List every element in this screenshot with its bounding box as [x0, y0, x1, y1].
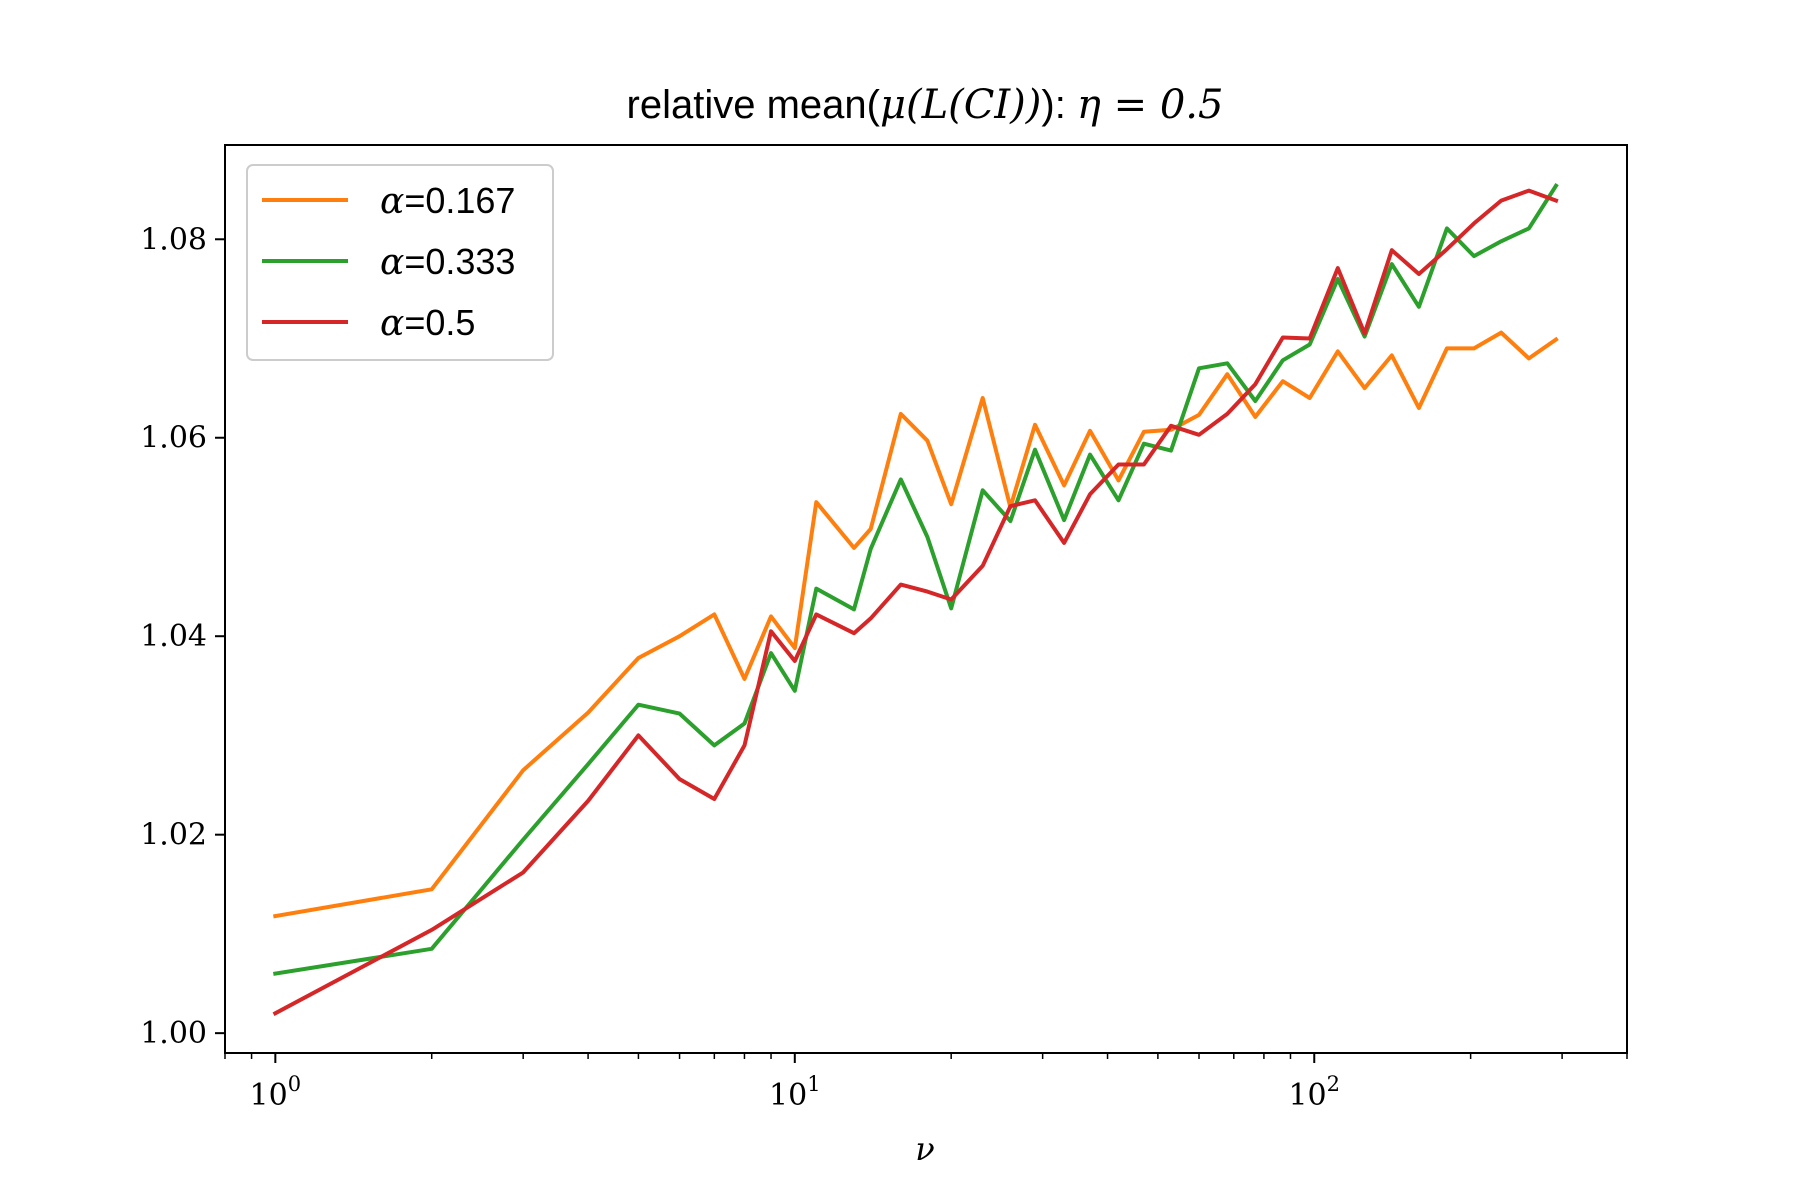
chart-title: relative mean(μ(L(CI))): η = 0.5 [627, 82, 1224, 128]
legend: α=0.167 α=0.333 α=0.5 [246, 164, 554, 361]
y-tick-label-2: 1.04 [140, 619, 207, 654]
legend-label-0: α=0.167 [380, 180, 515, 222]
series-line-1 [273, 182, 1559, 976]
y-tick-label-1: 1.02 [140, 818, 207, 853]
y-tick-label-3: 1.06 [140, 421, 207, 456]
y-tick-label-0: 1.00 [140, 1016, 207, 1051]
legend-label-2: α=0.5 [380, 302, 475, 344]
y-axis: 1.00 1.02 1.04 1.06 1.08 [140, 222, 225, 1051]
y-tick-label-4: 1.08 [140, 222, 207, 257]
x-tick-label-2: 102 [1288, 1072, 1340, 1113]
series-layer [272, 182, 1559, 1017]
legend-box [246, 164, 554, 361]
x-tick-label-1: 101 [769, 1072, 821, 1113]
series-line-0 [272, 330, 1559, 919]
series-line-2 [272, 188, 1559, 1017]
x-tick-label-0: 100 [250, 1072, 302, 1113]
x-axis-label: ν [915, 1130, 934, 1168]
x-axis: 100 101 102 [224, 1053, 1628, 1113]
legend-label-1: α=0.333 [380, 241, 515, 283]
plot-area [224, 144, 1628, 1054]
